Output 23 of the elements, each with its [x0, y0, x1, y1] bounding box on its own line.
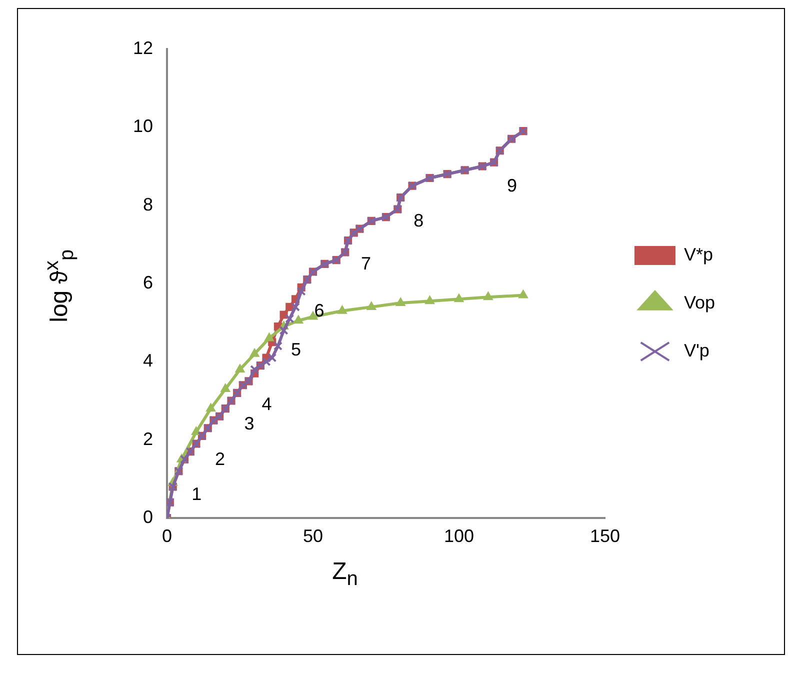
x-axis-title: Z$_{n}$ [331, 558, 359, 591]
annotation: 3 [244, 414, 254, 434]
x-tick-label: 150 [590, 526, 620, 546]
annotation: 8 [414, 210, 424, 230]
y-tick-label: 2 [142, 428, 153, 449]
y-tick-label: 0 [142, 506, 153, 527]
legend-label: V'p [684, 340, 710, 360]
annotation: 5 [290, 339, 301, 360]
y-tick-label: 4 [142, 350, 153, 371]
y-tick-label: 12 [132, 38, 153, 58]
x-tick-label: 0 [162, 526, 172, 546]
legend-label: V*p [684, 244, 713, 264]
x-tick-label: 50 [302, 526, 324, 546]
annotation: 7 [361, 253, 372, 274]
y-tick-label: 10 [132, 116, 153, 136]
x-tick-label: 100 [444, 526, 474, 546]
annotation: 4 [262, 394, 272, 414]
annotation: 1 [192, 484, 202, 504]
annotation: 9 [507, 175, 518, 196]
legend-label: Vop [684, 292, 716, 312]
y-tick-label: 6 [142, 272, 153, 292]
annotation: 2 [215, 448, 226, 469]
y-tick-label: 8 [142, 194, 153, 214]
